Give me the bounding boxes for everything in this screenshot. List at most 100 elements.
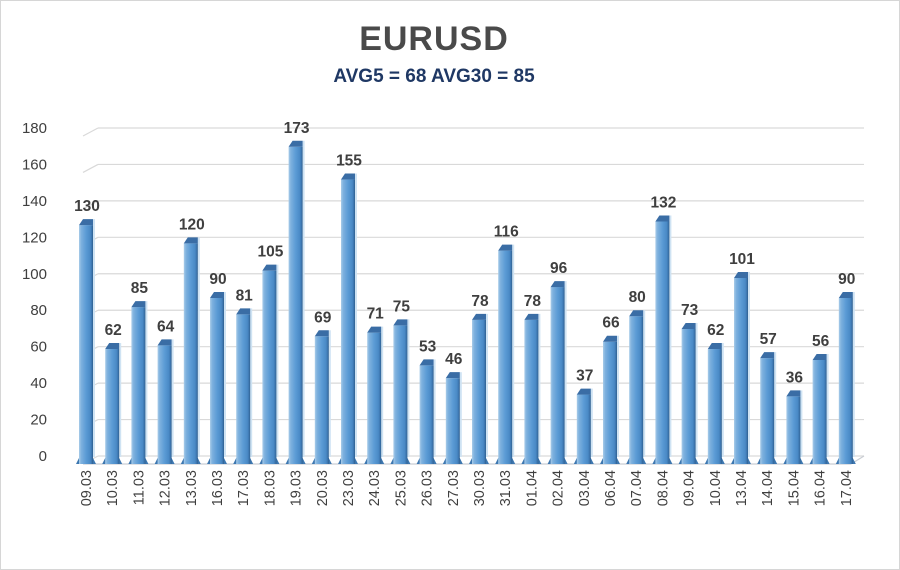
bar xyxy=(707,349,722,464)
bar xyxy=(812,359,827,464)
bar-value-label: 116 xyxy=(494,224,519,241)
x-tick-label: 14.04 xyxy=(760,470,776,506)
x-tick-label: 02.04 xyxy=(551,470,567,506)
x-tick-label: 23.03 xyxy=(341,470,357,506)
bar-value-label: 64 xyxy=(157,318,175,335)
bar-outer-edge xyxy=(250,308,253,457)
bar-outer-edge xyxy=(381,326,384,457)
y-tick-label: 60 xyxy=(30,339,47,356)
x-tick-label: 31.03 xyxy=(498,470,514,506)
bar-top-face xyxy=(314,330,329,337)
y-tick-label: 20 xyxy=(30,412,47,429)
bar-value-label: 105 xyxy=(257,244,283,261)
bar xyxy=(131,307,146,464)
x-tick-label: 07.04 xyxy=(629,470,645,506)
bar xyxy=(576,394,591,464)
x-tick-label: 25.03 xyxy=(393,470,409,506)
bar-top-face xyxy=(419,359,434,366)
bar-top-face xyxy=(445,372,460,379)
bar-top-face xyxy=(760,352,775,359)
x-tick-label: 13.03 xyxy=(184,470,200,506)
x-tick-label: 15.04 xyxy=(786,470,802,506)
bar-value-label: 96 xyxy=(550,260,568,277)
bar-value-label: 37 xyxy=(576,368,593,385)
y-tick-label: 180 xyxy=(22,120,47,137)
bar-outer-edge xyxy=(355,173,357,458)
bar-top-face xyxy=(79,219,93,226)
bar-top-face xyxy=(157,339,172,346)
bar-value-label: 155 xyxy=(336,153,362,170)
bar xyxy=(498,250,513,464)
x-tick-label: 18.03 xyxy=(262,470,278,506)
y-tick-label: 120 xyxy=(22,229,47,246)
bar-top-face xyxy=(105,343,120,350)
bar-value-label: 80 xyxy=(629,289,646,306)
x-tick-label: 20.03 xyxy=(315,470,331,506)
bar-top-face xyxy=(629,310,644,317)
gridline-depth xyxy=(82,163,99,173)
bar xyxy=(367,332,382,464)
x-tick-label: 09.04 xyxy=(682,470,698,506)
bar-value-label: 132 xyxy=(650,194,676,211)
bar-top-face xyxy=(367,326,382,333)
bar-value-label: 120 xyxy=(179,216,205,233)
bar-top-face xyxy=(393,319,408,326)
bar-value-label: 130 xyxy=(74,198,100,215)
bar-outer-edge xyxy=(407,319,410,457)
x-tick-label: 24.03 xyxy=(367,470,383,506)
chart-title: EURUSD xyxy=(359,20,509,58)
bar-outer-edge xyxy=(328,330,331,457)
bar-value-label: 78 xyxy=(524,293,542,310)
bar-value-label: 78 xyxy=(471,293,489,310)
bar-outer-edge xyxy=(826,353,829,457)
x-tick-label: 16.04 xyxy=(813,470,829,506)
bar-outer-edge xyxy=(721,343,724,457)
y-tick-label: 0 xyxy=(39,448,47,465)
bar-value-label: 81 xyxy=(236,287,254,304)
bar xyxy=(472,319,486,464)
bar xyxy=(262,270,277,464)
x-tick-label: 17.04 xyxy=(839,470,855,506)
x-tick-label: 26.03 xyxy=(420,470,436,506)
x-tick-label: 13.04 xyxy=(734,470,750,506)
bar-top-face xyxy=(472,313,486,320)
bar xyxy=(681,328,696,464)
bar xyxy=(288,146,303,464)
y-tick-label: 100 xyxy=(22,266,47,283)
bar xyxy=(603,341,617,464)
bar-top-face xyxy=(786,390,801,397)
bar-value-label: 69 xyxy=(314,309,332,326)
bar xyxy=(419,365,434,464)
bar-value-label: 62 xyxy=(105,322,122,339)
x-tick-label: 01.04 xyxy=(524,470,540,506)
bar-top-face xyxy=(734,271,748,278)
bar-value-label: 62 xyxy=(707,322,724,339)
x-tick-label: 03.04 xyxy=(577,470,593,506)
bar-outer-edge xyxy=(748,271,750,457)
bar-top-face xyxy=(550,281,565,288)
x-tick-label: 27.03 xyxy=(446,470,462,506)
gridline-depth xyxy=(82,200,99,210)
bar-outer-edge xyxy=(512,244,515,457)
bar-value-label: 46 xyxy=(445,351,463,368)
bar-value-label: 71 xyxy=(367,306,385,323)
bar-outer-edge xyxy=(302,140,305,457)
bar-value-label: 90 xyxy=(209,271,226,288)
bar-value-label: 53 xyxy=(419,338,437,355)
bar-outer-edge xyxy=(590,388,593,457)
x-tick-label: 10.03 xyxy=(105,470,121,506)
y-tick-label: 140 xyxy=(22,193,47,210)
bar-outer-edge xyxy=(93,219,95,457)
x-tick-label: 19.03 xyxy=(289,470,305,506)
bar-top-face xyxy=(524,313,539,320)
bar-top-face xyxy=(838,292,853,298)
bar-outer-edge xyxy=(171,339,174,457)
bar-top-face xyxy=(236,308,251,315)
bar-top-face xyxy=(681,322,696,329)
y-tick-label: 80 xyxy=(30,302,47,319)
gridline-depth xyxy=(82,127,99,137)
bar xyxy=(314,336,329,464)
x-tick-label: 30.03 xyxy=(472,470,488,506)
